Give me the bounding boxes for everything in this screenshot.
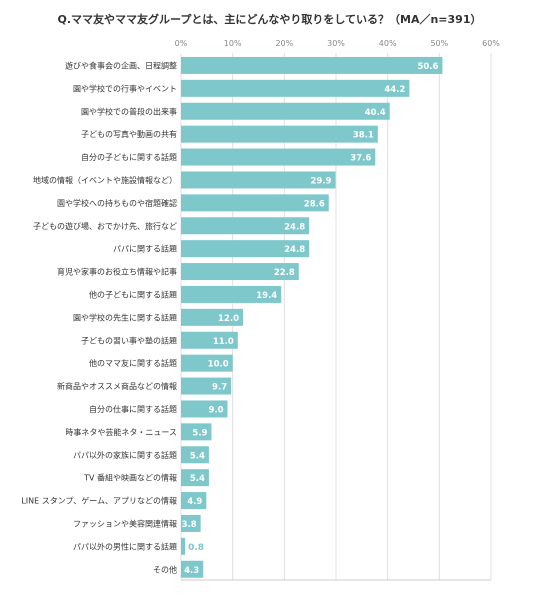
category-label: パパ以外の男性に関する話題 — [73, 541, 177, 551]
x-tick-label: 30% — [327, 39, 345, 48]
x-tick-label: 10% — [224, 39, 242, 48]
category-label: 育児や家事のお役立ち情報や記事 — [57, 267, 177, 277]
category-label: 他のママ友に関する話題 — [89, 358, 177, 368]
category-label: パパ以外の家族に関する話題 — [73, 450, 177, 460]
category-label: 自分の子どもに関する話題 — [81, 152, 177, 162]
category-label: 子どもの遊び場、おでかけ先、旅行など — [33, 221, 177, 231]
bar — [181, 308, 243, 326]
category-label: 地域の情報（イベントや施設情報など） — [33, 175, 177, 185]
bar — [181, 171, 336, 189]
bar — [181, 377, 232, 395]
category-label: 時事ネタや芸能ネタ・ニュース — [65, 427, 177, 437]
data-label: 24.8 — [284, 245, 305, 255]
data-label: 40.4 — [365, 108, 386, 118]
data-label: 4.3 — [184, 566, 199, 576]
data-label: 38.1 — [353, 131, 374, 141]
data-label: 28.6 — [304, 199, 325, 209]
bar — [181, 285, 282, 303]
data-label: 5.4 — [190, 451, 205, 461]
bar — [181, 194, 329, 212]
bar — [181, 400, 228, 418]
bar — [181, 446, 209, 464]
category-label: 園や学校の先生に関する話題 — [73, 312, 177, 322]
category-label: TV 番組や映画などの情報 — [83, 473, 177, 483]
data-label: 50.6 — [417, 62, 438, 72]
bar — [181, 331, 238, 349]
category-label: 遊びや食事会の企画、日程調整 — [65, 60, 177, 70]
category-label: 園や学校での普段の出来事 — [81, 106, 177, 116]
data-label: 4.9 — [187, 497, 202, 507]
data-label: 19.4 — [256, 291, 277, 301]
data-label: 44.2 — [384, 85, 405, 95]
bar — [181, 217, 310, 235]
bar — [181, 469, 209, 487]
category-label: 園や学校への持ちものや宿題確認 — [57, 198, 177, 208]
bar — [181, 514, 201, 532]
data-label: 29.9 — [310, 176, 331, 186]
x-tick-label: 20% — [275, 39, 293, 48]
chart-title: Q.ママ友やママ友グループとは、主にどんなやり取りをしている？（MA／n=391… — [57, 13, 482, 26]
data-label: 24.8 — [284, 222, 305, 232]
bar — [181, 492, 207, 510]
category-label: ファッションや美容関連情報 — [73, 518, 177, 528]
data-label: 11.0 — [213, 337, 234, 347]
category-label: その他 — [153, 564, 177, 574]
bar — [181, 560, 204, 578]
category-label: 新商品やオススメ商品などの情報 — [57, 381, 177, 391]
bar — [181, 354, 233, 372]
data-label: 0.8 — [188, 543, 204, 553]
data-label: 37.6 — [350, 154, 371, 164]
bar — [181, 56, 443, 74]
category-label: LINE スタンプ、ゲーム、アプリなどの情報 — [21, 496, 177, 506]
category-label: 子どもの写真や動画の共有 — [81, 129, 177, 139]
category-label: 他の子どもに関する話題 — [89, 289, 177, 299]
category-label: パパに関する話題 — [113, 244, 177, 254]
bar — [181, 263, 299, 281]
x-tick-label: 40% — [379, 39, 397, 48]
data-label: 10.0 — [208, 360, 229, 370]
data-label: 22.8 — [274, 268, 295, 278]
x-tick-label: 50% — [430, 39, 448, 48]
bar — [181, 125, 378, 143]
bar — [181, 240, 310, 258]
data-label: 5.4 — [190, 474, 205, 484]
category-label: 自分の仕事に関する話題 — [89, 404, 177, 414]
category-label: 園や学校での行事やイベント — [73, 83, 177, 93]
bar — [181, 148, 376, 166]
data-label: 12.0 — [218, 314, 239, 324]
bar — [181, 537, 186, 555]
category-label: 子どもの習い事や塾の話題 — [81, 335, 177, 345]
bar — [181, 423, 212, 441]
data-label: 3.8 — [182, 520, 197, 530]
bar — [181, 79, 410, 97]
data-label: 9.7 — [212, 383, 227, 393]
data-label: 5.9 — [192, 428, 207, 438]
x-tick-label: 60% — [482, 39, 500, 48]
x-tick-label: 0% — [175, 39, 188, 48]
data-label: 9.0 — [208, 405, 223, 415]
bar — [181, 102, 390, 120]
